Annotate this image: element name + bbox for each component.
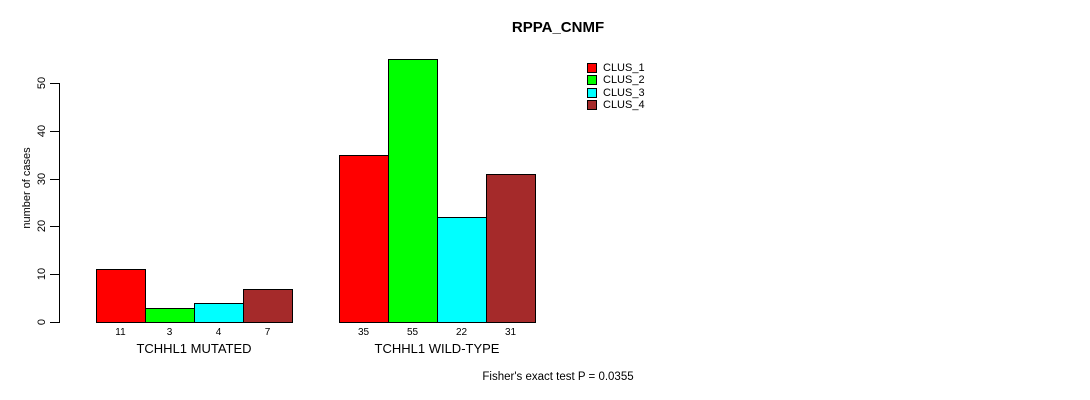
bar-clus_4-group1 <box>243 289 293 323</box>
bar-value-label: 31 <box>504 327 517 338</box>
bar-clus_3-group2 <box>437 217 487 323</box>
legend-item-clus_2: CLUS_2 <box>587 74 645 86</box>
bar-value-label: 22 <box>455 327 468 338</box>
legend-swatch-clus_3 <box>587 87 597 98</box>
bar-value-label: 4 <box>215 327 222 338</box>
fisher-test-annotation: Fisher's exact test P = 0.0355 <box>482 371 634 383</box>
y-tick-label: 30 <box>36 172 48 186</box>
y-axis-title: number of cases <box>21 147 33 229</box>
legend-label: CLUS_3 <box>603 86 645 99</box>
bar-value-label: 11 <box>115 327 126 338</box>
bar-clus_2-group1 <box>145 308 195 323</box>
legend-swatch-clus_4 <box>587 100 597 111</box>
bar-clus_1-group1 <box>96 269 146 323</box>
y-tick <box>50 83 59 84</box>
y-tick <box>50 274 59 275</box>
bar-clus_1-group2 <box>339 155 389 323</box>
y-tick <box>50 179 59 180</box>
group-label: TCHHL1 WILD-TYPE <box>374 341 500 356</box>
legend-label: CLUS_1 <box>603 62 645 75</box>
legend-item-clus_1: CLUS_1 <box>587 62 645 74</box>
bar-clus_3-group1 <box>194 303 244 323</box>
legend-label: CLUS_2 <box>603 74 645 87</box>
bar-value-label: 55 <box>406 327 419 338</box>
y-tick-label: 40 <box>36 124 48 138</box>
y-tick <box>50 322 59 323</box>
group-label: TCHHL1 MUTATED <box>136 341 252 356</box>
y-tick-label: 20 <box>36 219 48 233</box>
y-tick <box>50 131 59 132</box>
y-tick <box>50 226 59 227</box>
chart-title: RPPA_CNMF <box>511 19 605 36</box>
bar-value-label: 35 <box>357 327 370 338</box>
y-tick-label: 0 <box>36 318 48 326</box>
legend-swatch-clus_1 <box>587 63 597 74</box>
bar-value-label: 7 <box>264 327 271 338</box>
legend-swatch-clus_2 <box>587 75 597 86</box>
y-tick-label: 50 <box>36 76 48 90</box>
legend: CLUS_1 CLUS_2 CLUS_3 CLUS_4 <box>587 62 645 111</box>
legend-item-clus_3: CLUS_3 <box>587 87 645 99</box>
legend-label: CLUS_4 <box>603 99 645 112</box>
legend-item-clus_4: CLUS_4 <box>587 99 645 111</box>
y-tick-label: 10 <box>36 267 48 281</box>
y-axis-line <box>59 83 60 323</box>
bar-value-label: 3 <box>166 327 173 338</box>
bar-clus_4-group2 <box>486 174 536 323</box>
bar-clus_2-group2 <box>388 59 438 323</box>
